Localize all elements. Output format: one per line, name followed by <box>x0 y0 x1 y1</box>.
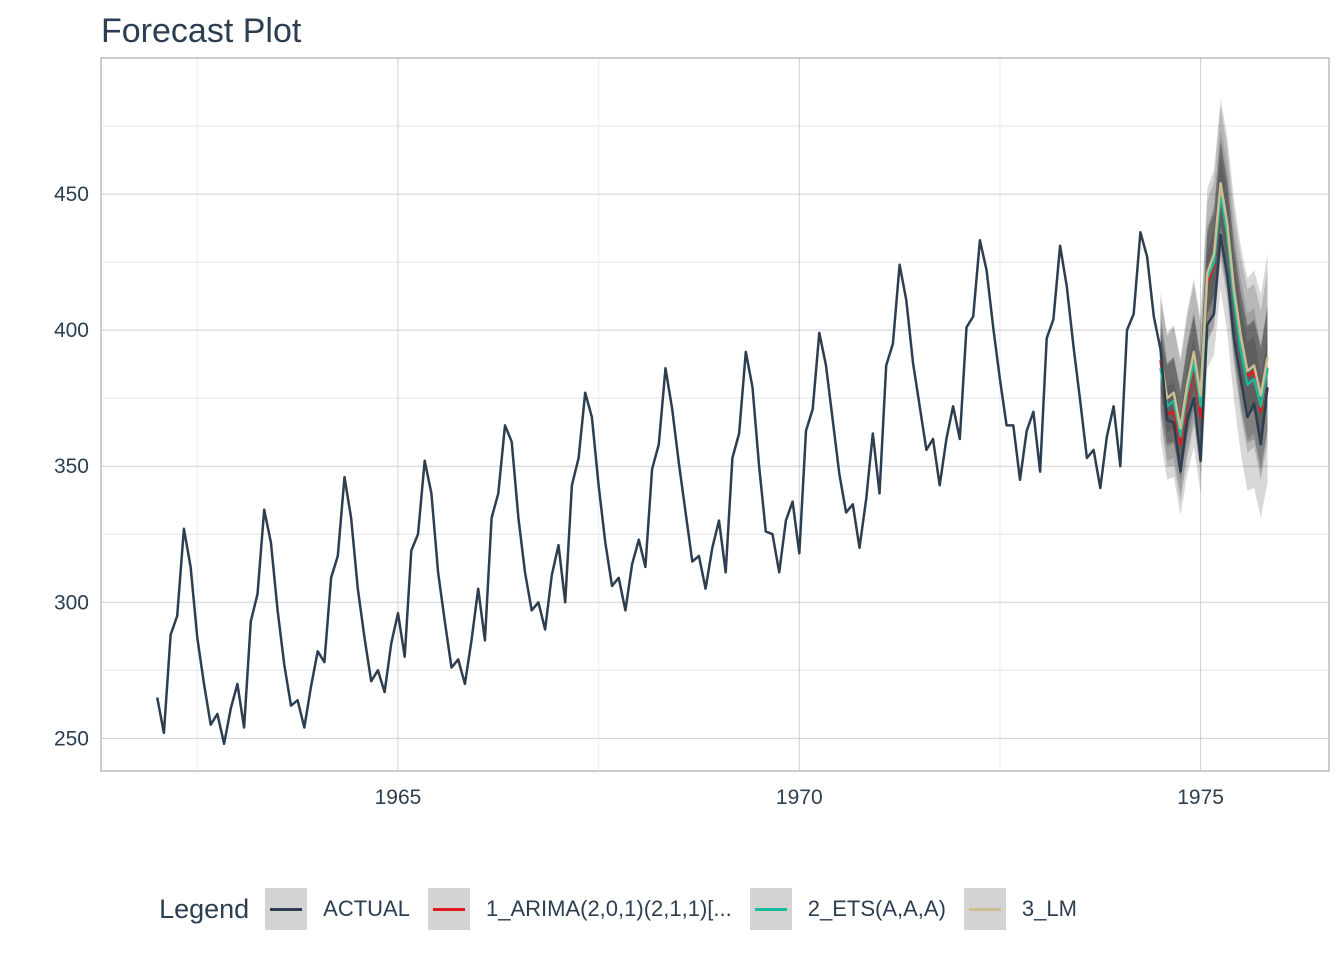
plot-panel <box>100 57 1330 772</box>
legend-swatch-actual <box>270 908 303 911</box>
legend-label-lm: 3_LM <box>1021 896 1077 921</box>
legend-label-actual: ACTUAL <box>323 896 410 921</box>
legend: Legend ACTUAL 1_ARIMA(2,0,1)(2,1,1)[... … <box>0 884 1344 934</box>
y-tick-label: 400 <box>54 319 89 342</box>
legend-swatch-ets <box>754 908 787 911</box>
legend-item-ets: 2_ETS(A,A,A) <box>749 888 946 930</box>
legend-label-ets: 2_ETS(A,A,A) <box>807 896 946 921</box>
legend-key-lm <box>963 888 1006 930</box>
y-tick-label: 450 <box>54 183 89 206</box>
chart-title: Forecast Plot <box>101 12 302 50</box>
x-tick-label: 1975 <box>1177 786 1224 809</box>
legend-key-arima <box>427 888 470 930</box>
x-tick-label: 1965 <box>375 786 422 809</box>
legend-key-actual <box>265 888 308 930</box>
legend-item-lm: 3_LM <box>963 888 1077 930</box>
legend-key-ets <box>749 888 792 930</box>
forecast-line-3 <box>1159 181 1269 430</box>
forecast-line-2 <box>1159 192 1269 438</box>
legend-label-arima: 1_ARIMA(2,0,1)(2,1,1)[... <box>485 896 732 921</box>
y-tick-label: 300 <box>54 591 89 614</box>
legend-item-actual: ACTUAL <box>265 888 410 930</box>
legend-swatch-arima <box>432 908 465 911</box>
y-tick-label: 250 <box>54 727 89 750</box>
legend-item-arima: 1_ARIMA(2,0,1)(2,1,1)[... <box>427 888 732 930</box>
legend-swatch-lm <box>968 908 1001 911</box>
y-tick-label: 350 <box>54 455 89 478</box>
x-tick-label: 1970 <box>776 786 823 809</box>
legend-title: Legend <box>159 893 250 924</box>
actual-line <box>155 230 1269 746</box>
